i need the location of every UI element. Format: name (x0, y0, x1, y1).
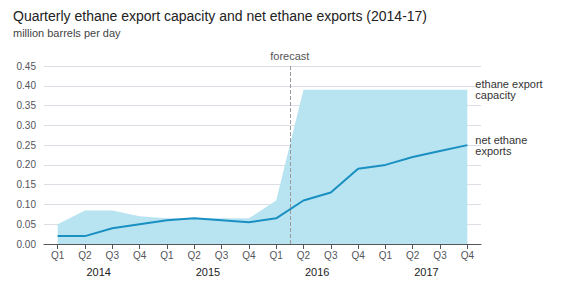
svg-text:0.40: 0.40 (17, 80, 37, 91)
svg-text:2015: 2015 (196, 266, 220, 278)
svg-text:Q3: Q3 (106, 250, 120, 261)
svg-text:Q1: Q1 (51, 250, 65, 261)
svg-text:Q4: Q4 (351, 250, 365, 261)
svg-text:Quarterly ethane export capaci: Quarterly ethane export capacity and net… (13, 8, 427, 24)
svg-text:Q2: Q2 (78, 250, 92, 261)
svg-text:Q4: Q4 (461, 250, 475, 261)
svg-text:0.00: 0.00 (17, 239, 37, 250)
svg-text:Q4: Q4 (133, 250, 147, 261)
svg-text:0.30: 0.30 (17, 120, 37, 131)
svg-text:2017: 2017 (414, 266, 438, 278)
svg-text:0.20: 0.20 (17, 159, 37, 170)
svg-text:Q3: Q3 (433, 250, 447, 261)
svg-text:0.25: 0.25 (17, 140, 37, 151)
svg-text:net ethane: net ethane (475, 133, 528, 146)
svg-text:0.45: 0.45 (17, 61, 37, 72)
svg-text:0.05: 0.05 (17, 219, 37, 230)
svg-text:Q2: Q2 (188, 250, 202, 261)
svg-text:Q2: Q2 (406, 250, 420, 261)
svg-text:Q2: Q2 (297, 250, 311, 261)
svg-text:0.10: 0.10 (17, 199, 37, 210)
svg-text:exports: exports (475, 145, 512, 157)
svg-text:0.15: 0.15 (17, 179, 37, 190)
svg-text:2014: 2014 (86, 266, 110, 278)
svg-text:capacity: capacity (475, 89, 516, 101)
svg-text:2016: 2016 (305, 266, 329, 278)
svg-text:ethane export: ethane export (475, 78, 543, 91)
svg-text:Q1: Q1 (160, 250, 174, 261)
svg-text:Q1: Q1 (269, 250, 283, 261)
svg-text:Q3: Q3 (215, 250, 229, 261)
svg-text:million barrels per day: million barrels per day (13, 27, 121, 39)
svg-text:Q1: Q1 (379, 250, 393, 261)
svg-text:Q3: Q3 (324, 250, 338, 261)
svg-text:Q4: Q4 (242, 250, 256, 261)
svg-text:forecast: forecast (270, 50, 309, 62)
svg-text:0.35: 0.35 (17, 100, 37, 111)
